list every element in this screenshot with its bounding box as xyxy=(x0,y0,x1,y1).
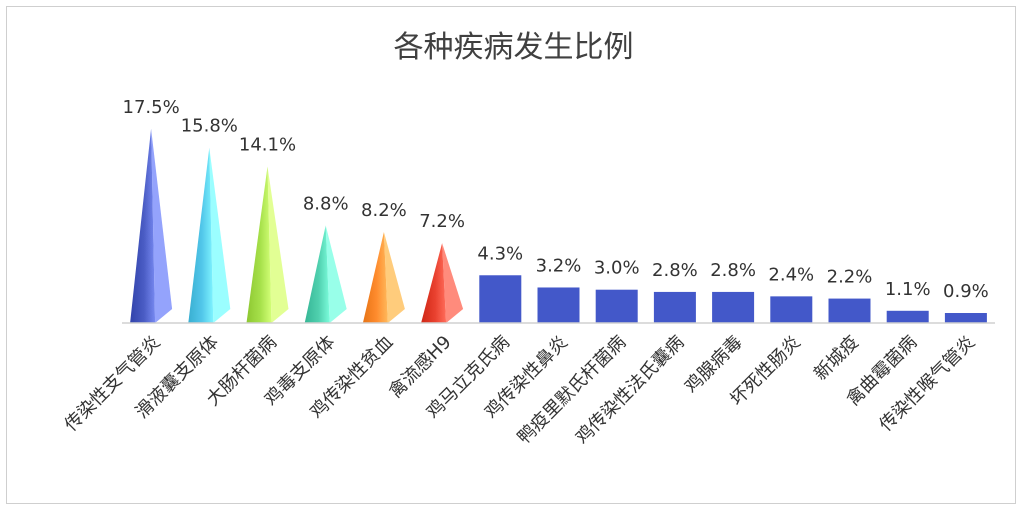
value-label-2: 15.8% xyxy=(181,116,238,137)
value-label-1: 17.5% xyxy=(123,97,180,118)
pyramid-bar-2 xyxy=(188,147,214,323)
value-label-12: 2.4% xyxy=(768,264,814,285)
bar-11 xyxy=(712,291,755,323)
value-labels: 17.5%15.8%14.1% 8.8% 8.2% 7.2% 4.3% 3.2% 3.0% 2… xyxy=(123,97,989,302)
bar-15 xyxy=(944,313,987,323)
value-label-3: 14.1% xyxy=(239,134,296,155)
pyramid-bar-face-3 xyxy=(267,166,289,323)
value-label-7: 4.3% xyxy=(477,243,523,264)
pyramid-bar-1 xyxy=(130,128,156,323)
value-label-9: 3.0% xyxy=(594,258,640,279)
bar-9 xyxy=(595,289,638,323)
pyramid-bar-face-2 xyxy=(209,147,231,323)
pyramid-bar-face-1 xyxy=(151,128,173,323)
chart-marks xyxy=(130,128,987,323)
value-label-8: 3.2% xyxy=(536,255,582,276)
value-label-5: 8.2% xyxy=(361,200,407,221)
bar-13 xyxy=(828,298,871,323)
value-label-10: 2.8% xyxy=(652,260,698,281)
pyramid-bar-5 xyxy=(362,231,388,323)
bar-8 xyxy=(537,287,580,323)
chart-frame xyxy=(6,6,1016,504)
pyramid-bar-face-6 xyxy=(442,243,464,323)
pyramid-bar-4 xyxy=(304,225,330,323)
category-label-10: 鸡传染性法氏囊病 xyxy=(572,332,689,449)
pyramid-bar-face-5 xyxy=(383,231,405,323)
value-label-4: 8.8% xyxy=(303,193,349,214)
bar-12 xyxy=(770,296,813,323)
category-label-13: 新城疫 xyxy=(810,332,863,385)
category-labels: 传染性支气管炎滑液囊支原体大肠杆菌病鸡毒支原体鸡传染性贫血禽流感H9鸡马立克氏病… xyxy=(61,332,980,449)
pyramid-bar-face-4 xyxy=(325,225,347,323)
bar-14 xyxy=(886,310,929,323)
bar-10 xyxy=(653,291,696,323)
pyramid-bar-3 xyxy=(246,166,272,323)
category-label-9: 鸭疫里默氏杆菌病 xyxy=(514,332,631,449)
value-label-6: 7.2% xyxy=(419,211,465,232)
value-label-11: 2.8% xyxy=(710,260,756,281)
value-label-14: 1.1% xyxy=(885,279,931,300)
value-label-13: 2.2% xyxy=(827,267,873,288)
chart-title: 各种疾病发生比例 xyxy=(393,30,634,65)
bar-7 xyxy=(479,275,522,323)
value-label-15: 0.9% xyxy=(943,281,989,302)
pyramid-bar-6 xyxy=(421,243,447,323)
